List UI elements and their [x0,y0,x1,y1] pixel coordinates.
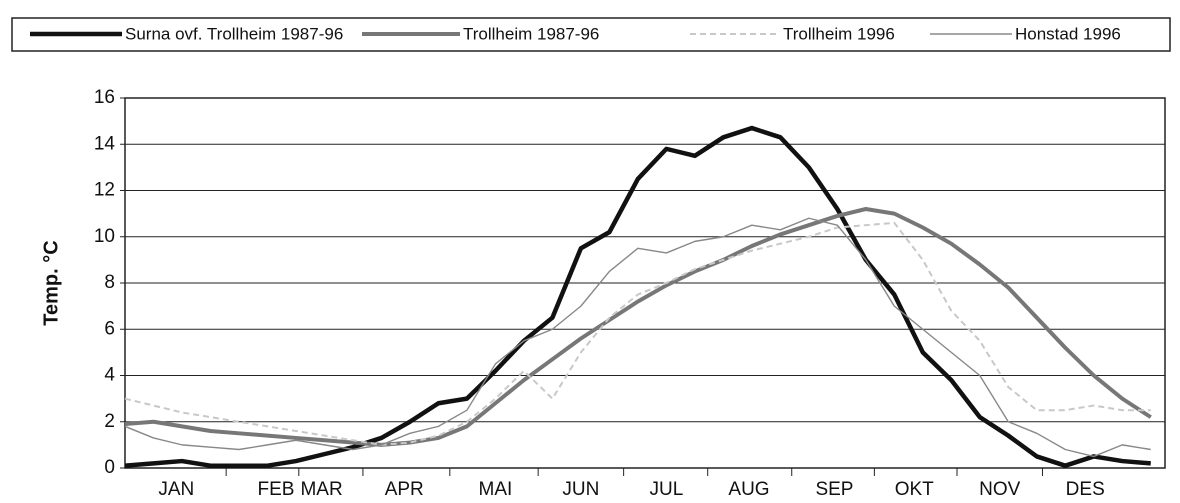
y-tick-label: 0 [104,457,115,478]
x-tick-label: MAI [479,479,513,500]
x-tick-label: AUG [728,479,769,500]
y-tick-label: 4 [104,365,115,386]
y-axis-label: Temp. °C [40,240,62,325]
series-line [124,221,1151,446]
legend-box [11,17,1171,52]
y-tick-label: 8 [104,272,115,293]
x-tick-label: JUN [562,479,599,500]
y-tick-label: 2 [104,411,115,432]
y-tick-label: 12 [94,180,115,201]
x-tick-label: FEB [258,479,295,500]
legend-label: Trollheim 1996 [783,24,895,43]
y-tick-label: 6 [104,318,115,339]
y-tick-label: 14 [94,133,116,154]
x-tick-label: NOV [979,479,1021,500]
x-tick-label: JAN [158,479,194,500]
x-tick-label: SEP [815,479,853,500]
legend-label: Honstad 1996 [1015,24,1121,43]
series-line [124,207,1152,447]
legend-label: Trollheim 1987-96 [463,24,599,43]
x-tick-label: DES [1066,479,1105,500]
legend-label: Surna ovf. Trollheim 1987-96 [125,24,343,43]
x-tick-label: MAR [300,479,342,500]
series-line [124,125,1151,468]
x-tick-label: OKT [895,479,934,500]
x-tick-label: JUL [649,479,683,500]
y-tick-label: 10 [94,226,115,247]
y-tick-label: 16 [94,87,115,108]
x-tick-label: APR [385,479,424,500]
series-line [124,217,1151,458]
